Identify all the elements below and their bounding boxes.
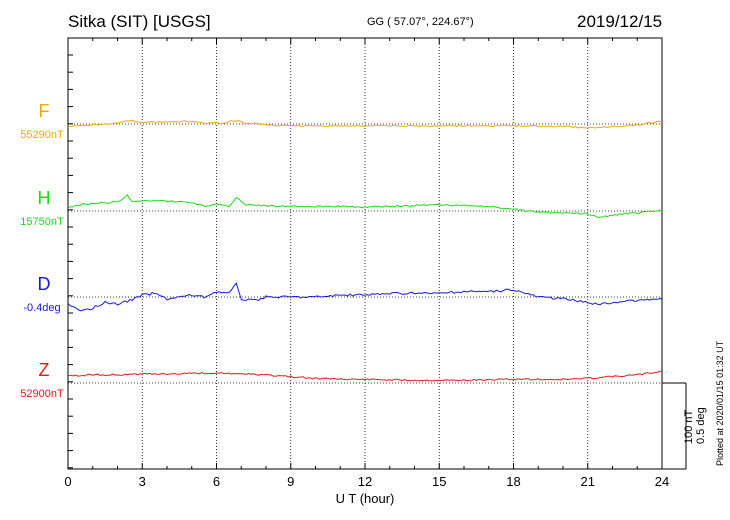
- x-axis-label: U T (hour): [336, 491, 395, 506]
- x-tick-label: 18: [506, 474, 520, 489]
- scale-label-nt: 100 nT: [683, 409, 695, 444]
- series-line-h: [67, 194, 663, 218]
- x-tick-label: 6: [213, 474, 220, 489]
- x-tick-label: 0: [64, 474, 71, 489]
- x-tick-label: 3: [139, 474, 146, 489]
- coordinates-label: GG ( 57.07°, 224.67°): [367, 16, 474, 28]
- scale-label-deg: 0.5 deg: [695, 407, 707, 444]
- baseline-value-d: -0.4deg: [23, 302, 60, 314]
- plot-date: 2019/12/15: [577, 12, 663, 31]
- plotted-at-note: Plotted at 2020/01/15 01:32 UT: [715, 340, 725, 466]
- channel-label-d: D: [38, 274, 51, 294]
- series-line-z: [68, 370, 663, 382]
- baseline-value-f: 55290nT: [20, 129, 64, 141]
- channel-label-z: Z: [39, 360, 50, 380]
- baseline-value-h: 15750nT: [20, 216, 64, 228]
- x-tick-label: 12: [358, 474, 372, 489]
- x-tick-label: 15: [432, 474, 446, 489]
- channel-label-h: H: [38, 188, 51, 208]
- baseline-value-z: 52900nT: [20, 388, 64, 400]
- series-line-f: [67, 119, 663, 129]
- x-tick-label: 21: [581, 474, 595, 489]
- channel-label-f: F: [39, 101, 50, 121]
- x-tick-label: 24: [655, 474, 669, 489]
- station-title: Sitka (SIT) [USGS]: [68, 12, 211, 31]
- series-line-d: [67, 282, 663, 312]
- x-tick-label: 9: [287, 474, 294, 489]
